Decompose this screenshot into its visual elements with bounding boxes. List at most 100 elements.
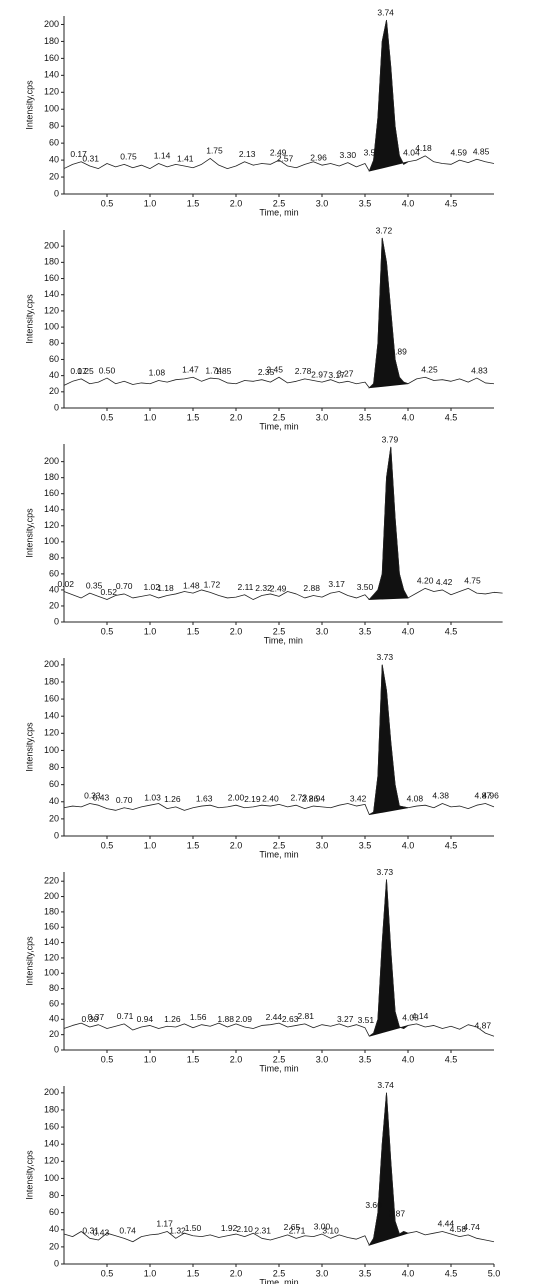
y-axis-title: Intensity,cps: [24, 508, 34, 558]
y-tick-label: 40: [49, 1014, 59, 1024]
x-tick-label: 0.5: [101, 840, 114, 850]
peak-label: 2.86: [302, 793, 319, 803]
y-tick-label: 80: [49, 762, 59, 772]
x-tick-label: 3.0: [316, 198, 329, 208]
y-tick-label: 20: [49, 1029, 59, 1039]
y-tick-label: 0: [54, 402, 59, 412]
peak-label: 3.00: [314, 1221, 331, 1231]
y-tick-label: 80: [49, 983, 59, 993]
peak-label: 0.35: [86, 580, 103, 590]
y-tick-label: 100: [44, 968, 59, 978]
trace: [63, 664, 495, 816]
peak-label: 0.52: [100, 587, 117, 597]
x-tick-label: 1.5: [187, 1054, 200, 1064]
peak-label: 1.88: [217, 1014, 234, 1024]
x-tick-label: 3.5: [359, 626, 372, 636]
y-tick-label: 140: [44, 1139, 59, 1149]
x-axis-title: Time, min: [259, 1277, 298, 1284]
peak-label: 2.73: [291, 792, 308, 802]
peak-label: 2.19: [244, 794, 261, 804]
trace: [63, 1092, 495, 1246]
peak-label: 4.18: [415, 143, 432, 153]
y-tick-label: 80: [49, 1190, 59, 1200]
y-tick-label: 160: [44, 922, 59, 932]
y-tick-label: 200: [44, 456, 59, 466]
y-tick-label: 40: [49, 796, 59, 806]
x-tick-label: 0.5: [101, 412, 114, 422]
peak-label: 4.59: [450, 147, 467, 157]
x-tick-label: 1.5: [187, 1268, 200, 1278]
y-tick-label: 140: [44, 937, 59, 947]
peak-label: 3.42: [350, 793, 367, 803]
x-axis-title: Time, min: [259, 421, 298, 431]
peak-label: 3.27: [337, 1014, 354, 1024]
peak-label: 0.37: [88, 1012, 105, 1022]
peak-label: 4.38: [432, 791, 449, 801]
peak-label: 4.96: [482, 791, 499, 801]
peak-label: 4.87: [475, 791, 492, 801]
y-axis-title: Intensity,cps: [24, 1150, 34, 1200]
y-tick-label: 160: [44, 53, 59, 63]
peak-fill: [369, 664, 409, 815]
x-tick-label: 2.5: [273, 412, 286, 422]
y-tick-label: 180: [44, 257, 59, 267]
peak-label: 2.88: [303, 583, 320, 593]
y-tick-label: 200: [44, 891, 59, 901]
peak-label: 0.31: [82, 1226, 99, 1236]
x-tick-label: 3.5: [359, 840, 372, 850]
x-tick-label: 3.0: [316, 1268, 329, 1278]
x-axis-title: Time, min: [259, 1063, 298, 1073]
y-tick-label: 0: [54, 1258, 59, 1268]
y-tick-label: 20: [49, 600, 59, 610]
x-tick-label: 3.5: [359, 412, 372, 422]
x-tick-label: 0.5: [101, 198, 114, 208]
x-tick-label: 4.0: [402, 198, 415, 208]
peak-label: 2.09: [235, 1014, 252, 1024]
x-tick-label: 5.0: [488, 1268, 501, 1278]
peak-label: 0.17: [70, 366, 87, 376]
y-tick-label: 40: [49, 154, 59, 164]
peak-fill: [368, 1092, 410, 1246]
x-tick-label: 2.5: [273, 1054, 286, 1064]
y-tick-label: 20: [49, 386, 59, 396]
peak-label: 4.20: [417, 576, 434, 586]
peak-label: 2.78: [295, 366, 312, 376]
y-tick-label: 80: [49, 338, 59, 348]
peak-label: 0.43: [93, 792, 110, 802]
y-tick-label: 100: [44, 1173, 59, 1183]
y-tick-label: 0: [54, 616, 59, 626]
x-tick-label: 2.5: [273, 626, 286, 636]
peak-label: 1.02: [143, 582, 160, 592]
x-tick-label: 4.0: [402, 840, 415, 850]
x-tick-label: 4.0: [402, 1054, 415, 1064]
trace: [63, 446, 503, 600]
peak-label: 3.17: [328, 370, 345, 380]
x-tick-label: 1.5: [187, 412, 200, 422]
y-tick-label: 0: [54, 1044, 59, 1054]
peak-label: 1.56: [190, 1012, 207, 1022]
peak-label: 0.75: [120, 152, 137, 162]
x-tick-label: 3.0: [316, 626, 329, 636]
y-tick-label: 160: [44, 488, 59, 498]
x-tick-label: 0.5: [101, 1268, 114, 1278]
x-tick-label: 2.5: [273, 198, 286, 208]
x-axis-title: Time, min: [264, 635, 303, 645]
peak-label: 3.50: [357, 582, 374, 592]
peak-label: 1.85: [215, 366, 232, 376]
y-tick-label: 180: [44, 36, 59, 46]
y-tick-label: 40: [49, 370, 59, 380]
peak-label: 0.25: [77, 366, 94, 376]
y-tick-label: 180: [44, 472, 59, 482]
peak-label: 4.08: [407, 793, 424, 803]
peak-label: 2.63: [282, 1014, 299, 1024]
y-tick-label: 160: [44, 1121, 59, 1131]
peak-label: 3.58: [364, 147, 381, 157]
peak-label: 0.43: [93, 1227, 110, 1237]
x-tick-label: 4.5: [445, 198, 458, 208]
peak-label: 1.17: [156, 1219, 173, 1229]
peak-label: 0.70: [116, 581, 133, 591]
peak-label: 1.74: [205, 365, 222, 375]
trace: [63, 237, 495, 389]
peak-label: 3.60: [365, 1200, 382, 1210]
peak-label: 0.74: [119, 1226, 136, 1236]
